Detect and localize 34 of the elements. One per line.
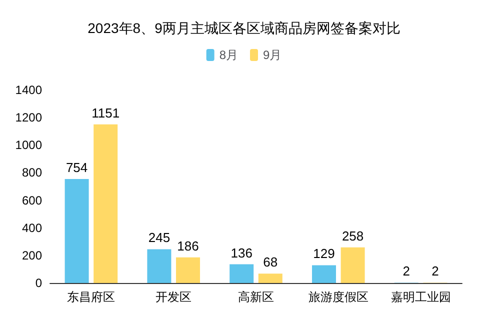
y-tick-label: 1200 — [15, 110, 42, 125]
data-label: 258 — [342, 228, 364, 244]
legend-label: 9月 — [263, 48, 282, 62]
data-label: 245 — [148, 230, 170, 246]
bar — [94, 124, 118, 283]
bar — [64, 179, 89, 283]
bar — [230, 264, 254, 283]
bar — [147, 249, 172, 283]
y-tick-label: 400 — [22, 220, 42, 235]
y-tick-label: 600 — [22, 193, 42, 208]
x-tick-label: 旅游度假区 — [308, 290, 368, 304]
bar — [176, 257, 200, 283]
bar — [340, 247, 365, 283]
bar — [312, 265, 336, 283]
x-tick-label: 开发区 — [156, 290, 192, 304]
y-tick-label: 800 — [22, 166, 42, 180]
data-label: 186 — [177, 238, 199, 254]
data-label: 754 — [66, 160, 88, 176]
y-tick-label: 1400 — [15, 83, 42, 97]
y-tick-label: 0 — [35, 276, 42, 290]
x-tick-label: 高新区 — [238, 290, 274, 304]
data-label: 68 — [263, 254, 278, 270]
data-label: 1151 — [92, 105, 120, 120]
legend-label: 8月 — [219, 48, 238, 62]
x-tick-label: 东昌府区 — [67, 290, 116, 304]
x-tick-label: 嘉明工业园 — [390, 290, 451, 304]
bar — [258, 274, 282, 283]
chart-title: 2023年8、9两月主城区各区域商品房网签备案对比 — [88, 20, 400, 36]
data-label: 2 — [402, 264, 410, 279]
data-label: 129 — [313, 246, 335, 262]
data-label: 2 — [432, 264, 439, 279]
data-label: 136 — [230, 245, 252, 260]
y-tick-label: 200 — [22, 248, 42, 262]
y-tick-label: 1000 — [15, 138, 42, 152]
